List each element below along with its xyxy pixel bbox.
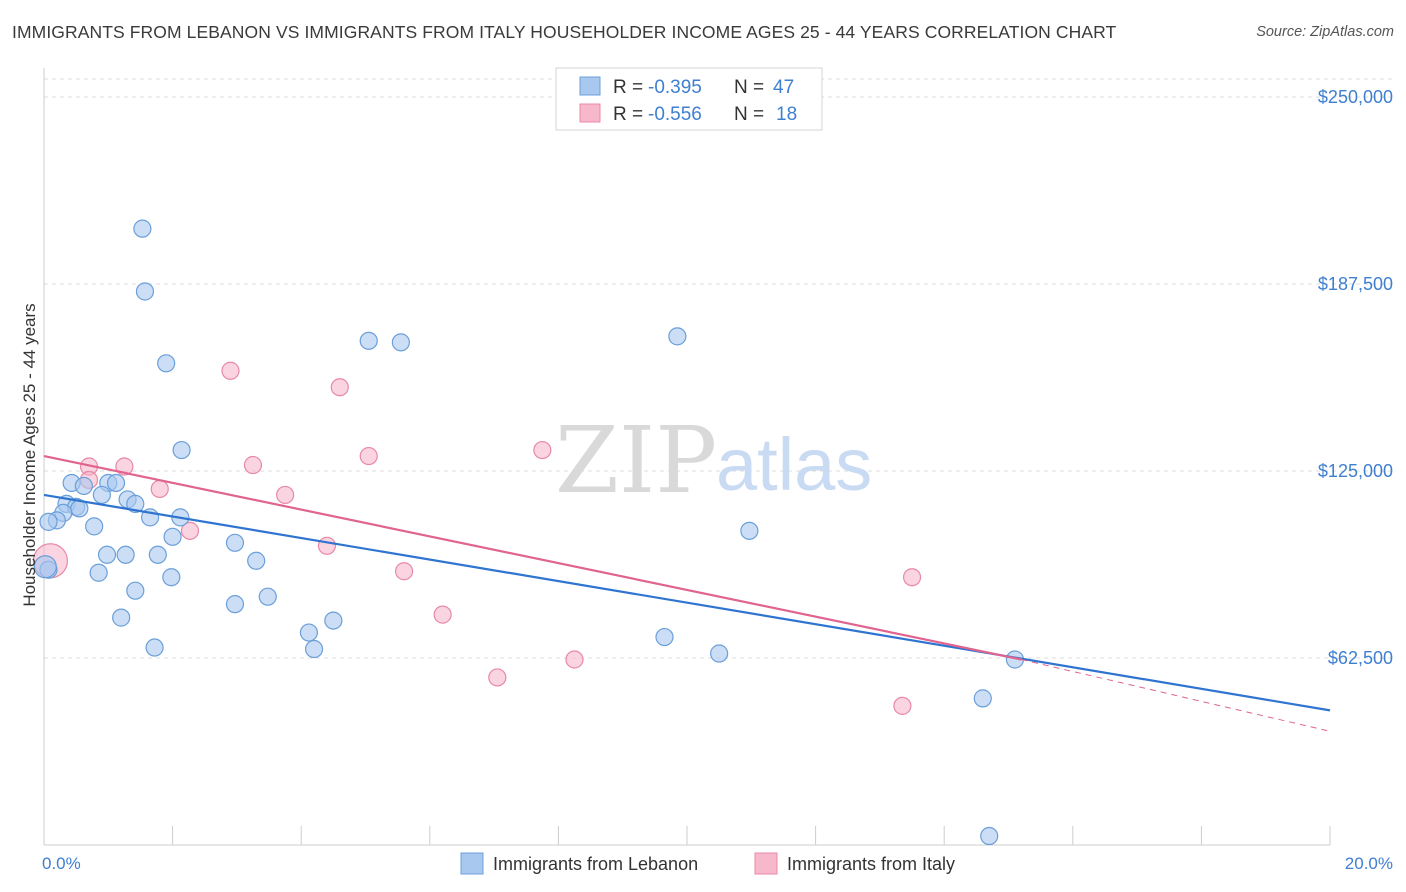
legend-swatch-lebanon: [579, 76, 601, 96]
point-italy-7: [276, 485, 295, 505]
bottom-legend-label-italy: Immigrants from Italy: [787, 854, 955, 874]
point-lebanon-5: [668, 327, 687, 346]
point-lebanon-27: [148, 545, 167, 564]
data-points: [32, 219, 1025, 846]
point-lebanon-40: [710, 644, 729, 663]
point-lebanon-35: [324, 611, 343, 630]
x-tick-label-0: 0.0%: [42, 854, 81, 873]
point-lebanon-33: [258, 587, 277, 606]
point-lebanon-36: [299, 623, 319, 642]
legend-n-value-lebanon: 47: [773, 77, 794, 98]
correlation-legend: R = -0.395 N = 47 R = -0.556 N = 18: [555, 67, 823, 131]
legend-n-value-italy: 18: [776, 104, 797, 125]
point-italy-10: [359, 446, 378, 466]
point-lebanon-16: [126, 494, 145, 514]
legend-r-value-lebanon: -0.395: [648, 77, 702, 98]
watermark: ZIP atlas: [555, 407, 872, 514]
x-tick-labels: 0.0% 20.0%: [42, 854, 1393, 873]
point-lebanon-32: [225, 595, 245, 614]
bottom-legend-swatch-lebanon: [460, 852, 484, 875]
point-lebanon-3: [359, 331, 378, 350]
legend-r-label-italy: R =: [613, 104, 643, 125]
bottom-legend-swatch-italy: [754, 852, 778, 875]
point-italy-4: [180, 521, 200, 540]
point-lebanon-34: [112, 608, 131, 627]
y-tick-labels: $62,500 $125,000 $187,500 $250,000: [1318, 87, 1393, 668]
point-lebanon-22: [163, 527, 182, 546]
point-italy-16: [902, 568, 922, 587]
point-lebanon-41: [740, 521, 759, 540]
point-lebanon-38: [145, 638, 164, 657]
chart-title: IMMIGRANTS FROM LEBANON VS IMMIGRANTS FR…: [12, 22, 1117, 42]
source-label: Source: ZipAtlas.com: [1256, 24, 1394, 40]
y-tick-label-0: $62,500: [1328, 648, 1393, 668]
point-lebanon-21: [85, 517, 104, 536]
point-lebanon-25: [97, 545, 117, 564]
axes: [43, 68, 1331, 846]
y-tick-label-1: $125,000: [1318, 461, 1393, 481]
point-italy-14: [533, 440, 552, 460]
legend-n-label-lebanon: N =: [734, 77, 764, 98]
point-lebanon-4: [391, 333, 410, 352]
point-italy-9: [330, 378, 349, 397]
series-legend: Immigrants from Lebanon Immigrants from …: [460, 852, 955, 875]
point-lebanon-2: [157, 354, 176, 373]
legend-n-label-italy: N =: [734, 104, 764, 125]
point-italy-3: [150, 479, 169, 499]
point-italy-11: [394, 562, 414, 581]
point-italy-17: [893, 696, 912, 715]
y-tick-label-3: $250,000: [1318, 87, 1393, 107]
point-lebanon-46: [33, 555, 57, 579]
legend-swatch-italy: [579, 103, 601, 123]
point-lebanon-31: [162, 568, 181, 587]
point-lebanon-43: [973, 689, 992, 708]
point-lebanon-23: [39, 512, 58, 531]
trendlines: [43, 454, 1331, 732]
point-lebanon-11: [92, 485, 111, 505]
grid-lines: [44, 78, 1393, 659]
point-lebanon-29: [89, 563, 108, 582]
point-italy-2: [115, 457, 134, 476]
bottom-legend-label-lebanon: Immigrants from Lebanon: [493, 854, 698, 874]
point-lebanon-1: [135, 282, 155, 301]
point-italy-5: [221, 361, 240, 380]
point-lebanon-30: [126, 581, 145, 600]
watermark-zip: ZIP: [555, 407, 717, 514]
point-italy-15: [565, 650, 584, 669]
y-axis-label: Householder Income Ages 25 - 44 years: [20, 303, 39, 606]
point-lebanon-8: [74, 476, 93, 496]
point-lebanon-10: [106, 473, 126, 493]
legend-r-label-lebanon: R =: [613, 77, 643, 98]
point-lebanon-24: [225, 533, 245, 552]
point-lebanon-37: [304, 639, 324, 659]
point-lebanon-39: [655, 627, 674, 647]
point-lebanon-0: [133, 219, 152, 238]
point-italy-6: [243, 455, 263, 475]
trendline-italy-extension: [1021, 659, 1331, 732]
point-italy-8: [317, 536, 337, 555]
point-lebanon-26: [116, 545, 135, 564]
trendline-italy: [43, 454, 1022, 661]
point-italy-13: [488, 668, 507, 687]
legend-r-value-italy: -0.556: [648, 104, 702, 125]
x-tick-label-1: 20.0%: [1345, 854, 1393, 873]
point-lebanon-44: [980, 826, 999, 846]
watermark-atlas: atlas: [716, 423, 872, 506]
point-lebanon-28: [247, 551, 266, 570]
y-tick-label-2: $187,500: [1318, 274, 1393, 294]
point-lebanon-6: [172, 440, 191, 460]
point-italy-12: [433, 605, 452, 624]
trendline-lebanon: [43, 493, 1331, 712]
